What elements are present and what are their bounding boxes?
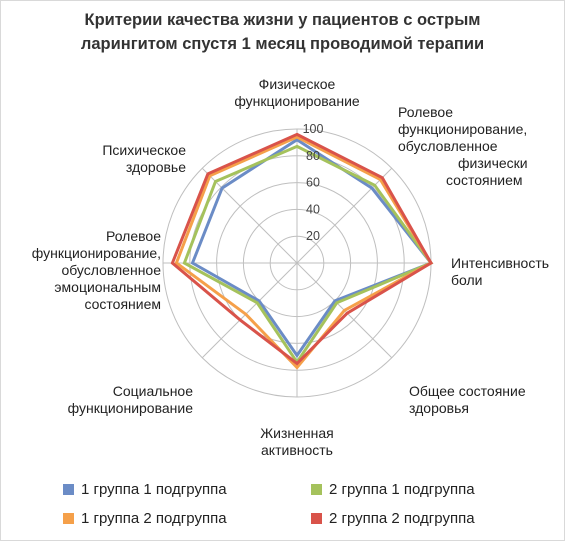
axis-label-role-emo-line-3: обусловленное — [61, 262, 161, 278]
legend-label-4: 2 группа 2 подгруппа — [329, 510, 475, 527]
series-line-4 — [170, 132, 434, 366]
legend-label-1: 1 группа 1 подгруппа — [81, 481, 227, 498]
axis-label-general-line-1: Общее состояние — [409, 383, 526, 399]
legend-swatch-4 — [311, 513, 322, 524]
axis-label-social-line-1: Социальное — [113, 383, 194, 399]
axis-label-vitality-line-1: Жизненная — [260, 425, 334, 441]
spoke-role-phys — [296, 167, 393, 264]
axis-label-pain-line-2: боли — [451, 272, 483, 288]
series-line-1 — [190, 137, 434, 359]
radar-grid — [162, 128, 432, 398]
axis-label-phys-line-1: Физическое — [259, 76, 336, 92]
axis-label-pain-line-1: Интенсивность — [451, 255, 549, 271]
radar-axis-labels: ФизическоефункционированиеРолевоефункцио… — [32, 76, 549, 458]
axis-label-role-emo-line-2: функционирование, — [32, 245, 161, 261]
chart-title-line-2: ларингитом спустя 1 месяц проводимой тер… — [80, 35, 485, 53]
axis-label-role-phys-line-5: состоянием — [446, 172, 523, 188]
legend-swatch-2 — [311, 484, 322, 495]
legend-swatch-3 — [63, 513, 74, 524]
axis-label-phys-line-2: функционирование — [234, 93, 360, 109]
axis-label-role-phys-line-2: функционирование, — [398, 121, 527, 137]
axis-label-general-line-2: здоровья — [409, 400, 469, 416]
series-line-3 — [174, 135, 434, 370]
radar-tick-labels: 20 40 60 80 100 — [303, 122, 324, 243]
axis-label-role-phys-line-4: физически — [458, 155, 528, 171]
axis-label-mental-line-2: здоровье — [126, 159, 186, 175]
tick-label-20: 20 — [306, 229, 320, 243]
chart-title-line-1: Критерии качества жизни у пациентов с ос… — [84, 11, 481, 29]
legend-swatch-1 — [63, 484, 74, 495]
axis-label-social-line-2: функционирование — [68, 400, 194, 416]
axis-label-role-phys-line-1: Ролевое — [398, 104, 453, 120]
tick-label-100: 100 — [303, 122, 324, 136]
spoke-mental — [201, 167, 298, 264]
axis-label-role-emo-line-1: Ролевое — [106, 228, 161, 244]
axis-label-mental-line-1: Психическое — [102, 142, 186, 158]
chart-title: Критерии качества жизни у пациентов с ос… — [0, 8, 565, 56]
legend-label-2: 2 группа 1 подгруппа — [329, 481, 475, 498]
legend-item-2: 2 группа 1 подгруппа — [311, 481, 475, 498]
legend-item-3: 1 группа 2 подгруппа — [63, 510, 227, 527]
radar-series — [170, 132, 434, 370]
tick-label-60: 60 — [306, 176, 320, 190]
spoke-social — [201, 262, 298, 359]
tick-label-40: 40 — [306, 202, 320, 216]
axis-label-role-phys-line-3: обусловленное — [398, 138, 498, 154]
axis-label-role-emo-line-4: эмоциональным — [54, 279, 161, 295]
tick-label-80: 80 — [306, 149, 320, 163]
legend-item-1: 1 группа 1 подгруппа — [63, 481, 227, 498]
legend-label-3: 1 группа 2 подгруппа — [81, 510, 227, 527]
legend-item-4: 2 группа 2 подгруппа — [311, 510, 475, 527]
axis-label-vitality-line-2: активность — [261, 442, 333, 458]
axis-label-role-emo-line-5: состоянием — [84, 296, 161, 312]
